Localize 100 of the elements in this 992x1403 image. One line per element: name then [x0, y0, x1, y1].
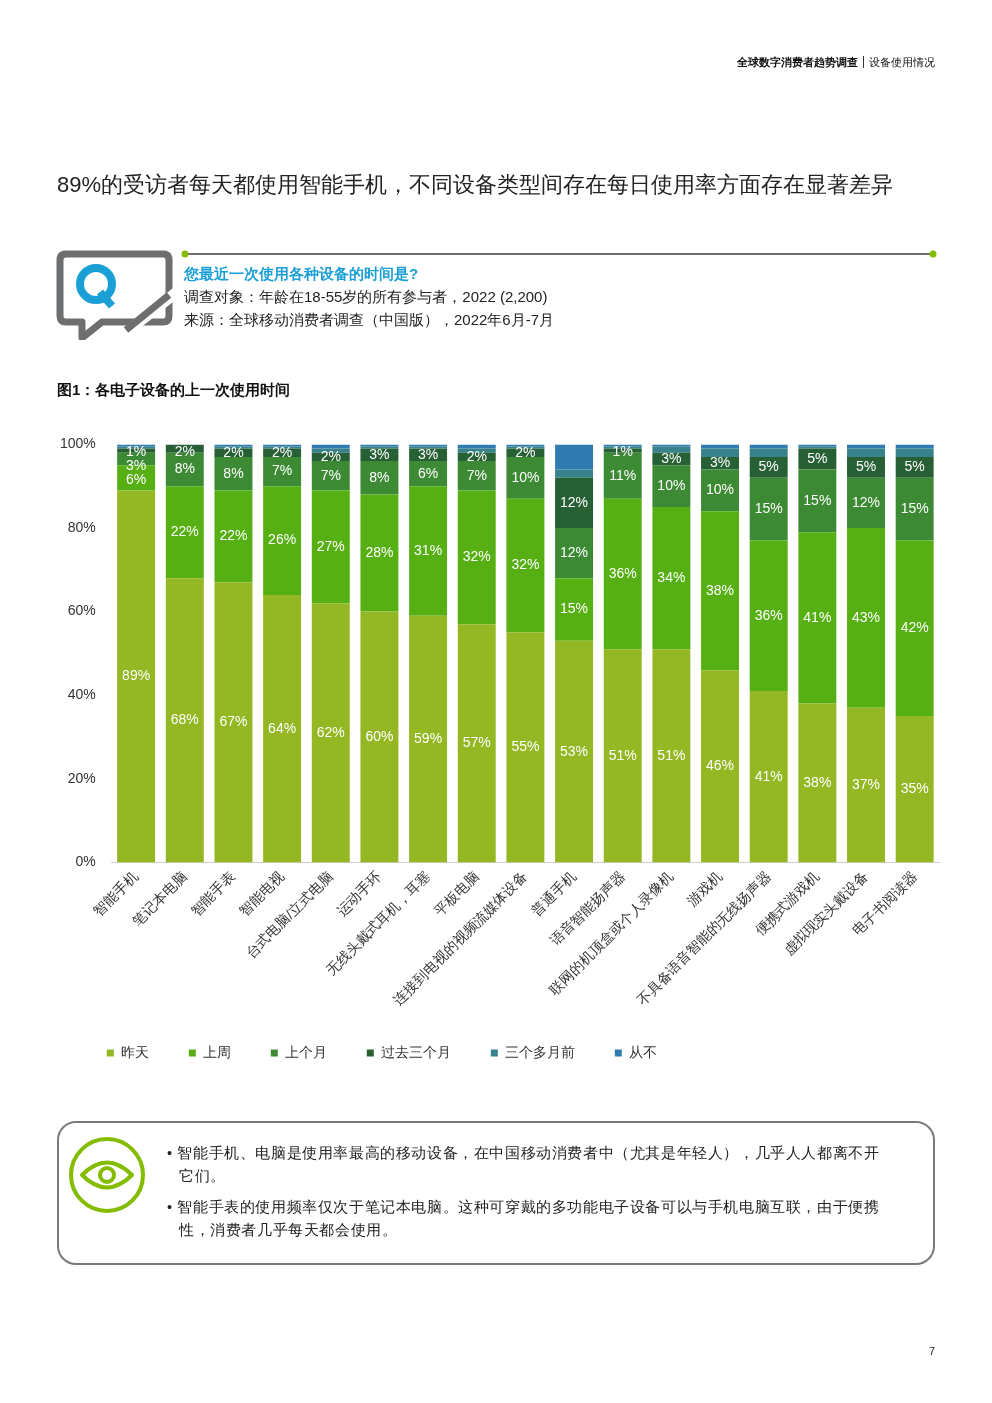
data-label: 2% — [174, 443, 195, 460]
data-label: 3% — [661, 449, 682, 466]
data-label: 15% — [754, 500, 783, 517]
text: • 智能手表的使用频率仅次于笔记本电脑。这种可穿戴的多功能电子设备可以与手机电脑互联，由于便携性，消费者几乎每天都会使用。 — [167, 1198, 881, 1240]
bar — [214, 490, 253, 583]
y-tick-label: 80% — [67, 518, 96, 535]
bar — [311, 444, 350, 449]
data-label: 1% — [126, 443, 147, 460]
bar — [701, 444, 740, 449]
y-tick-label: 0% — [75, 853, 96, 870]
text: 全球数字消费者趋势调查 — [737, 56, 859, 68]
y-tick-label: 100% — [59, 435, 96, 452]
legend-label: 上周 — [202, 1043, 231, 1060]
x-tick-label: 智能手表 — [187, 867, 239, 919]
data-label: 62% — [316, 723, 345, 740]
legend-label: 昨天 — [120, 1043, 149, 1060]
bar — [652, 446, 691, 453]
x-tick-label: 游戏机 — [683, 867, 725, 909]
bar — [117, 490, 156, 863]
bar — [165, 486, 204, 579]
data-label: 32% — [511, 556, 540, 573]
bar — [555, 528, 594, 579]
data-label: 59% — [414, 729, 443, 746]
data-label: 1% — [612, 443, 633, 460]
data-label: 7% — [320, 466, 341, 483]
data-label: 38% — [803, 773, 832, 790]
bar — [749, 540, 788, 692]
bar — [847, 444, 885, 449]
data-label: 6% — [417, 464, 439, 481]
data-label: 2% — [320, 447, 341, 464]
bar — [847, 477, 885, 529]
data-label: 15% — [900, 500, 929, 517]
bar — [263, 486, 302, 595]
data-label: 22% — [170, 523, 199, 540]
data-label: 7% — [271, 462, 293, 479]
bar — [409, 615, 448, 863]
bar — [798, 532, 837, 704]
data-label: 68% — [170, 711, 199, 728]
data-label: 41% — [754, 767, 783, 784]
data-label: 15% — [560, 600, 589, 617]
data-label: 7% — [466, 466, 487, 483]
bar — [603, 649, 642, 863]
data-label: 10% — [706, 481, 735, 498]
bar — [311, 603, 350, 863]
bar — [847, 528, 885, 708]
data-label: 5% — [758, 458, 779, 475]
data-label: 11% — [609, 466, 637, 483]
data-label: 36% — [754, 606, 783, 623]
bar — [895, 477, 934, 541]
bar — [652, 507, 691, 650]
bar — [360, 494, 399, 612]
data-label: 3% — [369, 445, 390, 462]
data-label: 10% — [511, 468, 540, 485]
data-label: 3% — [126, 457, 147, 474]
data-label: 53% — [560, 742, 589, 759]
data-label: 2% — [515, 443, 536, 460]
bar — [506, 632, 545, 863]
bar — [506, 456, 545, 499]
bar — [555, 578, 594, 641]
y-tick-label: 60% — [67, 602, 96, 619]
y-tick-label: 20% — [67, 769, 96, 786]
data-label: 42% — [900, 619, 929, 636]
data-label: 38% — [706, 581, 735, 598]
source-note: 来源：全球移动消费者调查（中国版），2022年6月-7月 — [184, 310, 555, 330]
data-label: 28% — [365, 543, 394, 560]
data-label: 51% — [608, 746, 637, 763]
data-label: 8% — [369, 468, 390, 485]
bar — [895, 540, 934, 717]
bar — [749, 444, 788, 449]
data-label: 2% — [466, 447, 487, 464]
data-label: 35% — [900, 780, 929, 797]
bar — [555, 477, 594, 529]
data-label: 5% — [855, 458, 877, 475]
bar — [749, 448, 788, 457]
text: • 智能手机、电脑是使用率最高的移动设备，在中国移动消费者中（尤其是年轻人），几乎人人都离不开它们。 — [167, 1144, 881, 1186]
text: 调查对象：年龄在18-55岁的所有参与者，2022 (2,200) — [184, 287, 549, 307]
data-label: 15% — [803, 491, 832, 508]
text: 您最近一次使用各种设备的时间是? — [184, 264, 420, 284]
data-label: 55% — [511, 738, 540, 755]
bar — [895, 716, 934, 863]
bar — [847, 448, 885, 457]
bar — [165, 578, 204, 863]
y-tick-label: 40% — [67, 686, 96, 703]
data-label: 22% — [219, 527, 248, 544]
bar — [409, 486, 448, 616]
bar — [701, 469, 740, 512]
data-label: 64% — [268, 719, 297, 736]
bar — [798, 703, 837, 863]
data-label: 6% — [126, 471, 147, 488]
legend-label: 过去三个月 — [380, 1043, 451, 1060]
data-label: 12% — [560, 493, 589, 510]
data-label: 27% — [316, 537, 345, 554]
bar — [847, 707, 885, 863]
data-label: 2% — [223, 443, 244, 460]
bar — [895, 448, 934, 457]
bar — [895, 444, 934, 449]
data-label: 34% — [657, 569, 686, 586]
data-label: 60% — [365, 727, 394, 744]
data-label: 10% — [657, 477, 686, 494]
data-label: 31% — [414, 541, 443, 558]
